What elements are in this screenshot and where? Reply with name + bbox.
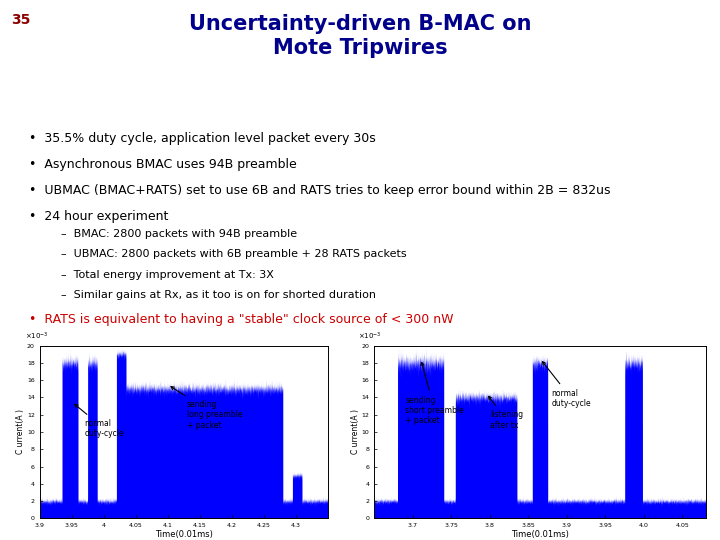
Text: –  BMAC: 2800 packets with 94B preamble: – BMAC: 2800 packets with 94B preamble: [61, 228, 297, 239]
Text: •  35.5% duty cycle, application level packet every 30s: • 35.5% duty cycle, application level pa…: [29, 132, 376, 145]
X-axis label: Time(0.01ms): Time(0.01ms): [511, 530, 569, 538]
Text: •  RATS is equivalent to having a "stable" clock source of < 300 nW: • RATS is equivalent to having a "stable…: [29, 313, 454, 326]
Text: listening
after tx: listening after tx: [488, 396, 523, 430]
Text: $\times 10^{-3}$: $\times 10^{-3}$: [25, 331, 49, 342]
Text: –  UBMAC: 2800 packets with 6B preamble + 28 RATS packets: – UBMAC: 2800 packets with 6B preamble +…: [61, 249, 407, 259]
Text: •  Asynchronous BMAC uses 94B preamble: • Asynchronous BMAC uses 94B preamble: [29, 158, 297, 171]
Text: $\times 10^{-3}$: $\times 10^{-3}$: [358, 331, 382, 342]
Text: •  24 hour experiment: • 24 hour experiment: [29, 210, 168, 223]
X-axis label: Time(0.01ms): Time(0.01ms): [155, 530, 212, 538]
Text: normal
duty-cycle: normal duty-cycle: [75, 404, 124, 438]
Text: 35: 35: [11, 14, 30, 28]
Text: –  Similar gains at Rx, as it too is on for shorted duration: – Similar gains at Rx, as it too is on f…: [61, 290, 376, 300]
Y-axis label: C urrent(A ): C urrent(A ): [17, 409, 25, 455]
Text: sending
long preamble
+ packet: sending long preamble + packet: [171, 387, 243, 430]
Text: •  UBMAC (BMAC+RATS) set to use 6B and RATS tries to keep error bound within 2B : • UBMAC (BMAC+RATS) set to use 6B and RA…: [29, 184, 611, 197]
Text: sending
short preamble
+ packet: sending short preamble + packet: [405, 362, 464, 426]
Text: –  Total energy improvement at Tx: 3X: – Total energy improvement at Tx: 3X: [61, 269, 274, 280]
Text: Uncertainty-driven B-MAC on
Mote Tripwires: Uncertainty-driven B-MAC on Mote Tripwir…: [189, 14, 531, 57]
Y-axis label: C urrent(A ): C urrent(A ): [351, 409, 360, 455]
Text: normal
duty-cycle: normal duty-cycle: [542, 362, 591, 408]
